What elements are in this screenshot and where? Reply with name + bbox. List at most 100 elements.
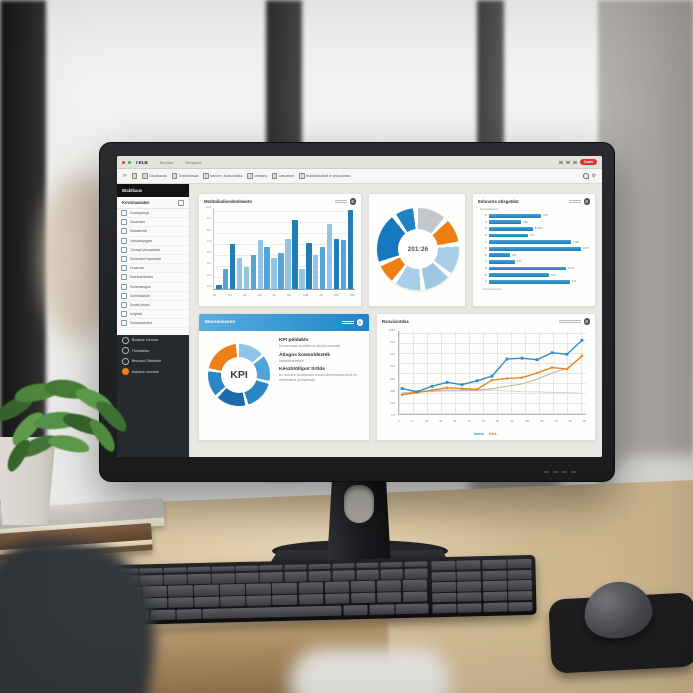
x-tick-label: 78 xyxy=(554,419,558,424)
gear-icon[interactable]: ⚙ xyxy=(583,318,590,325)
x-tick-label: 58 xyxy=(540,419,544,424)
x-tick-label: 705 xyxy=(524,419,530,424)
key xyxy=(404,561,427,568)
sidebar-item[interactable]: Hvanspavgs xyxy=(117,209,189,219)
bar xyxy=(292,220,298,289)
screen: I-ELB Bvhoter Senyiane Cmds ⟳ Gbodssoss G… xyxy=(117,156,602,457)
toolbar-icon[interactable] xyxy=(566,160,571,164)
bar xyxy=(264,246,270,289)
key xyxy=(456,560,481,570)
toolbar-icon[interactable] xyxy=(559,160,564,164)
key xyxy=(194,584,219,596)
card-line-chart: Rsnvicintdss ⚙ 1064 964 920 864 840 308 704 0.5… xyxy=(376,313,596,441)
hbar-bar xyxy=(489,253,510,258)
breadcrumb-item[interactable]: centaea xyxy=(247,173,267,179)
x-tick-label: 78 xyxy=(481,419,485,424)
close-window-icon[interactable] xyxy=(122,160,125,164)
breadcrumb-item[interactable]: Grsesshsuia xyxy=(171,173,198,179)
hbar-row: S 7365 xyxy=(480,239,588,246)
toolbar-icon[interactable] xyxy=(573,160,578,164)
x-tick-label: C8 xyxy=(257,293,262,298)
kpi-body-text: katotetuetanse xyxy=(279,358,304,363)
key xyxy=(507,569,532,580)
bar xyxy=(319,246,326,289)
y-tick-label: 9.1 xyxy=(206,216,211,221)
sidebar-footer-label: Fsvsststss xyxy=(131,348,150,353)
breadcrumb-item-label: bsat/asntutlart in vfsoyutraks xyxy=(306,174,351,178)
sidebar-footer-icon xyxy=(122,336,129,344)
active-tab[interactable]: I-ELB xyxy=(136,159,148,165)
maximize-window-icon[interactable] xyxy=(128,160,131,164)
legend-item[interactable]: Edst.. xyxy=(488,432,499,436)
sidebar-footer-item[interactable]: Bsstsve Gevsrs xyxy=(117,335,189,346)
collapse-icon[interactable] xyxy=(178,199,184,206)
key xyxy=(246,595,272,607)
sidebar-item[interactable]: Ssatst plssst xyxy=(117,301,189,311)
sidebar-item-icon xyxy=(121,256,127,263)
hbar-row-value: 8-8261 xyxy=(534,227,544,231)
breadcrumb-item-label: casuaturs xyxy=(278,174,295,178)
hbar-row: M 6478 xyxy=(480,265,588,272)
sidebar-item[interactable]: Ssrusssahatst xyxy=(117,319,189,329)
sidebar-footer-item[interactable]: Fsvsststss xyxy=(117,346,189,357)
sidebar-footer-icon xyxy=(122,368,129,376)
breadcrumb-item-icon xyxy=(299,173,305,179)
sidebar-item[interactable]: Ststalarhtst xyxy=(117,227,189,237)
breadcrumb-item[interactable]: tabuhvr- tsvsuslaluta xyxy=(203,173,242,179)
sidebar-footer-item[interactable]: Btsuwst Gtbshdst xyxy=(117,356,189,367)
sidebar-item[interactable]: Sahtstrsct bysdatatt xyxy=(117,255,189,265)
y-tick-label: 2.8 xyxy=(206,272,211,277)
hbar-row-label: S xyxy=(485,260,487,264)
sidebar-item-icon xyxy=(121,210,127,217)
legend-item[interactable]: Invest xyxy=(473,432,484,436)
sidebar-item[interactable]: Csvsspt plsuatataa xyxy=(117,246,189,255)
cta-button[interactable]: Cmds xyxy=(580,158,597,166)
breadcrumb-item[interactable]: bsat/asntutlart in vfsoyutraks xyxy=(299,173,350,179)
sidebar-item-icon xyxy=(121,320,127,327)
key xyxy=(482,580,507,591)
sidebar-item-label: Hvanspavgs xyxy=(129,211,150,216)
sidebar-item[interactable]: Untsalaryggss xyxy=(117,237,189,246)
browser-tab-bar: I-ELB Bvhoter Senyiane Cmds xyxy=(117,156,602,169)
key xyxy=(332,569,356,581)
hbar-row: W 8-8261 xyxy=(480,226,588,233)
breadcrumb-item[interactable]: Gbodssoss xyxy=(142,173,167,179)
sidebar-item[interactable]: Sssrtsahsiskss xyxy=(117,273,189,283)
sidebar-item[interactable]: Sahvctsalste xyxy=(117,292,189,301)
key xyxy=(324,581,350,593)
gear-icon[interactable]: ⚙ xyxy=(356,319,363,326)
key xyxy=(507,558,532,569)
dashboard-main: Motitoliodivovkmbwoto ⚙ 10.4 9.1 8.2 7.4 6.8… xyxy=(190,184,602,457)
bar xyxy=(312,254,319,289)
hbar-row-value: 245 xyxy=(516,260,522,264)
sidebar-item[interactable]: Ecsamss xyxy=(117,264,189,274)
monitor-stand-neck xyxy=(327,476,391,566)
x-tick-label: 30 xyxy=(439,419,443,424)
gear-icon[interactable]: ⚙ xyxy=(583,198,590,205)
kpi-heading: KPI példaktv xyxy=(279,338,309,343)
hbar-row: S 245 xyxy=(480,259,588,266)
settings-icon[interactable]: ⚙ xyxy=(591,172,596,179)
sidebar-footer-item[interactable]: Astosve csnvtse xyxy=(117,367,189,378)
browser-toolbar: ⟳ Gbodssoss Grsesshsuia tabuhvr- tsvsuslal… xyxy=(117,169,602,184)
sidebar-item[interactable]: Gtsavsiss xyxy=(117,218,189,228)
home-icon[interactable] xyxy=(131,173,138,179)
gear-icon[interactable]: ⚙ xyxy=(349,198,356,205)
key xyxy=(356,569,380,580)
bar xyxy=(222,268,229,289)
tab[interactable]: Senyiane xyxy=(185,159,203,165)
breadcrumb-item-label: tabuhvr- tsvsuslaluta xyxy=(210,174,243,178)
sidebar-item-icon xyxy=(121,311,127,318)
search-icon[interactable] xyxy=(582,173,589,179)
line-series-svg xyxy=(400,338,584,397)
sidebar-item[interactable]: Actystst xyxy=(117,310,189,320)
key xyxy=(246,583,272,595)
reload-icon[interactable]: ⟳ xyxy=(123,172,127,178)
key xyxy=(176,608,202,620)
hbar-bar xyxy=(489,220,522,225)
donut-center-value: 201:26 xyxy=(398,229,438,269)
breadcrumb-item[interactable]: casuaturs xyxy=(271,173,295,179)
tab[interactable]: Bvhoter xyxy=(159,159,174,165)
hbar-row-label: S xyxy=(485,240,487,244)
sidebar-item[interactable]: Ssvsrsatsgss xyxy=(117,283,189,292)
